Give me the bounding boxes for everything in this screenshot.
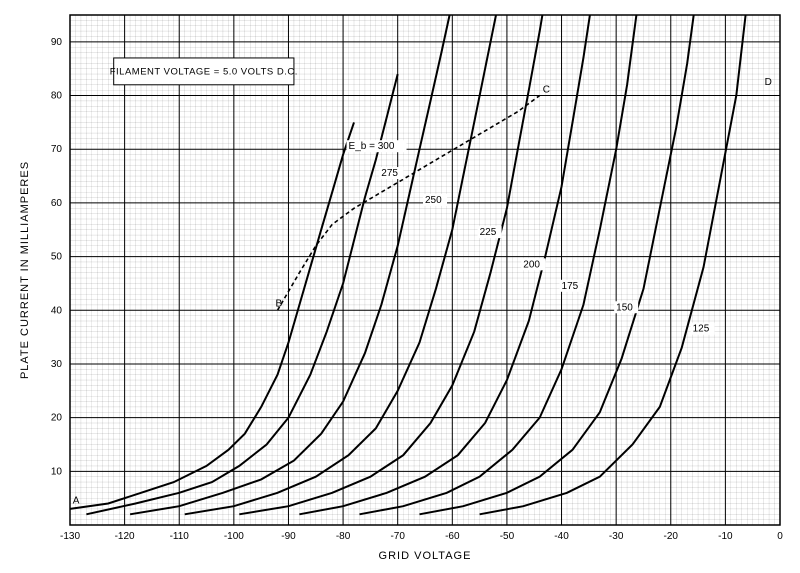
curve-eb-250 (130, 15, 450, 514)
x-tick-label: -10 (718, 531, 733, 542)
series-label-175: 175 (562, 281, 579, 292)
y-tick-label: 30 (51, 359, 63, 370)
series-label-200: 200 (523, 259, 540, 270)
curve-eb-225 (185, 15, 496, 514)
x-tick-label: -80 (336, 531, 351, 542)
series-label-275: 275 (381, 168, 398, 179)
x-tick-label: -50 (500, 531, 515, 542)
x-tick-label: -60 (445, 531, 460, 542)
series-label-300: E_b = 300 (349, 141, 395, 152)
y-tick-label: 60 (51, 198, 63, 209)
x-axis-label: GRID VOLTAGE (379, 550, 472, 562)
note-box-text: FILAMENT VOLTAGE = 5.0 VOLTS D.C. (110, 66, 298, 77)
label-b: B (276, 298, 283, 309)
series-label-250: 250 (425, 195, 442, 206)
series-label-225: 225 (480, 227, 497, 238)
y-tick-label: 90 (51, 37, 63, 48)
series-label-150: 150 (616, 302, 633, 313)
x-tick-label: -90 (281, 531, 296, 542)
x-tick-label: -30 (609, 531, 624, 542)
x-tick-label: -20 (664, 531, 679, 542)
curve-eb-n8 (480, 15, 746, 514)
y-tick-label: 20 (51, 413, 63, 424)
x-tick-label: -120 (115, 531, 135, 542)
x-tick-label: 0 (777, 531, 783, 542)
y-tick-label: 80 (51, 91, 63, 102)
x-tick-label: -110 (170, 531, 190, 542)
x-tick-label: -130 (60, 531, 80, 542)
x-tick-label: -100 (224, 531, 244, 542)
plate-characteristic-chart: -130-120-110-100-90-80-70-60-50-40-30-20… (0, 0, 800, 573)
label-d: D (765, 77, 772, 88)
curve-eb-200 (239, 15, 542, 514)
series-label-125: 125 (693, 324, 710, 335)
plate-curves (70, 15, 746, 514)
chart-svg: -130-120-110-100-90-80-70-60-50-40-30-20… (0, 0, 800, 573)
y-tick-label: 50 (51, 252, 63, 263)
x-tick-label: -40 (554, 531, 569, 542)
curve-eb-150 (360, 15, 637, 514)
tick-labels: -130-120-110-100-90-80-70-60-50-40-30-20… (51, 37, 783, 542)
label-c: C (543, 85, 550, 96)
curve-eb-125 (420, 15, 694, 514)
grid (70, 15, 780, 525)
label-a: A (73, 496, 80, 507)
y-axis-label: PLATE CURRENT IN MILLIAMPERES (19, 161, 31, 379)
y-tick-label: 10 (51, 466, 63, 477)
y-tick-label: 40 (51, 305, 63, 316)
x-tick-label: -70 (390, 531, 405, 542)
y-tick-label: 70 (51, 144, 63, 155)
